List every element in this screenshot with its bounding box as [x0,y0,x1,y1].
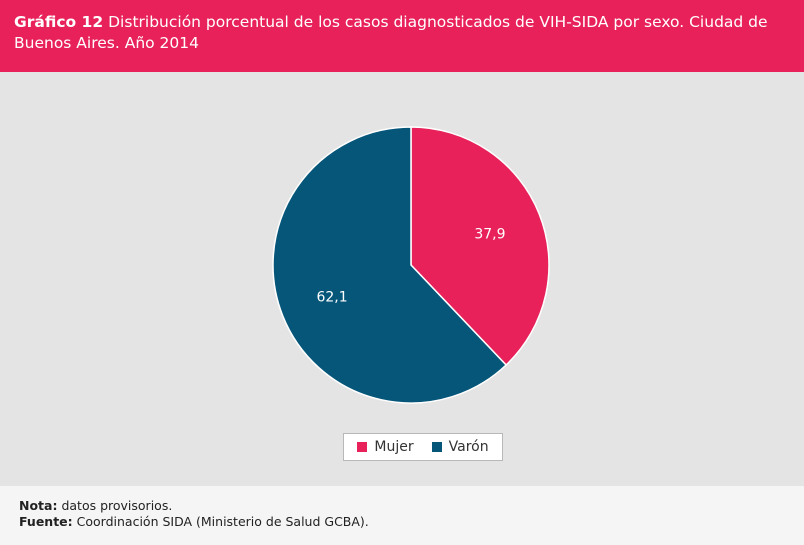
fuente-label: Fuente: [19,514,73,529]
legend-entry-mujer: Mujer [357,439,414,455]
footer-notes: Nota: datos provisorios. Fuente: Coordin… [19,498,369,530]
chart-title: Distribución porcentual de los casos dia… [14,13,768,52]
legend-entry-varon: Varón [431,439,489,455]
legend-label-mujer: Mujer [374,439,414,455]
pie-slice-mujer [410,126,550,367]
pie-chart: 37,9 62,1 [272,126,550,404]
pie-slice-varon [272,126,508,404]
chart-area: 37,9 62,1 [0,72,804,486]
legend: Mujer Varón [343,433,503,461]
nota-text: datos provisorios. [61,498,173,513]
fuente-line: Fuente: Coordinación SIDA (Ministerio de… [19,514,369,530]
fuente-text: Coordinación SIDA (Ministerio de Salud G… [76,514,369,529]
figure-label: Gráfico 12 [14,13,104,31]
nota-label: Nota: [19,498,58,513]
legend-swatch-varon [431,442,442,452]
chart-header: Gráfico 12 Distribución porcentual de los… [0,0,804,72]
data-label-mujer: 37,9 [474,226,505,242]
legend-label-varon: Varón [448,439,489,455]
legend-swatch-mujer [357,442,368,452]
nota-line: Nota: datos provisorios. [19,498,369,514]
data-label-varon: 62,1 [316,290,347,306]
